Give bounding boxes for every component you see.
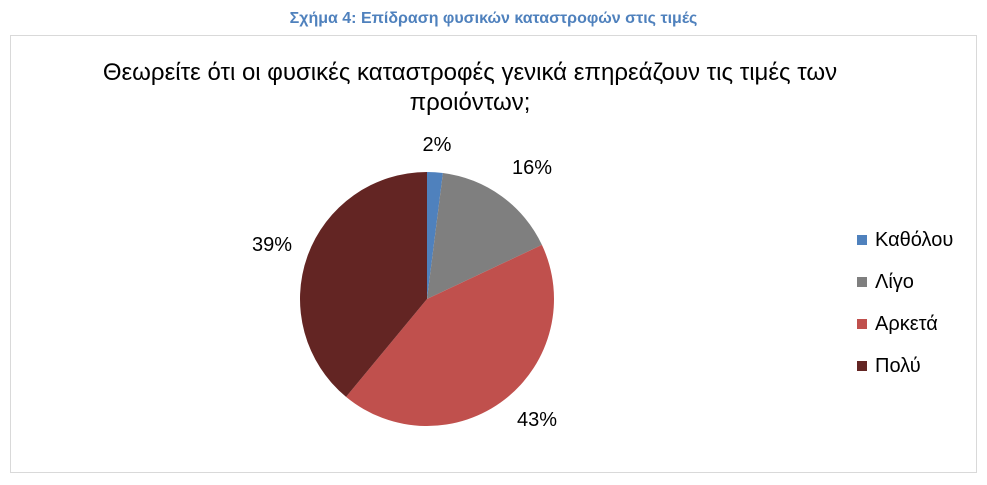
chart-legend: Καθόλου Λίγο Αρκετά Πολύ [857,226,953,394]
slice-data-label: 2% [423,134,452,156]
chart-title: Θεωρείτε ότι οι φυσικές καταστροφές γενι… [102,59,838,116]
legend-label: Αρκετά [875,312,938,335]
legend-swatch [857,277,867,287]
legend-item: Αρκετά [857,310,953,338]
slice-data-label: 16% [512,157,552,179]
pie-slice-1 [427,172,443,299]
pie-slice-3 [346,244,555,426]
figure-caption: Σχήμα 4: Επίδραση φυσικών καταστροφών στ… [289,10,698,27]
slice-data-label: 39% [252,234,292,256]
pie-slice-2 [427,173,542,299]
legend-label: Λίγο [875,270,914,293]
legend-swatch [857,235,867,245]
legend-item: Πολύ [857,352,953,380]
legend-item: Καθόλου [857,226,953,254]
legend-item: Λίγο [857,268,953,296]
legend-label: Πολύ [875,354,921,377]
slice-data-label: 43% [517,409,557,431]
legend-swatch [857,319,867,329]
pie-slice-4 [299,172,427,397]
legend-swatch [857,361,867,371]
legend-label: Καθόλου [875,228,954,251]
